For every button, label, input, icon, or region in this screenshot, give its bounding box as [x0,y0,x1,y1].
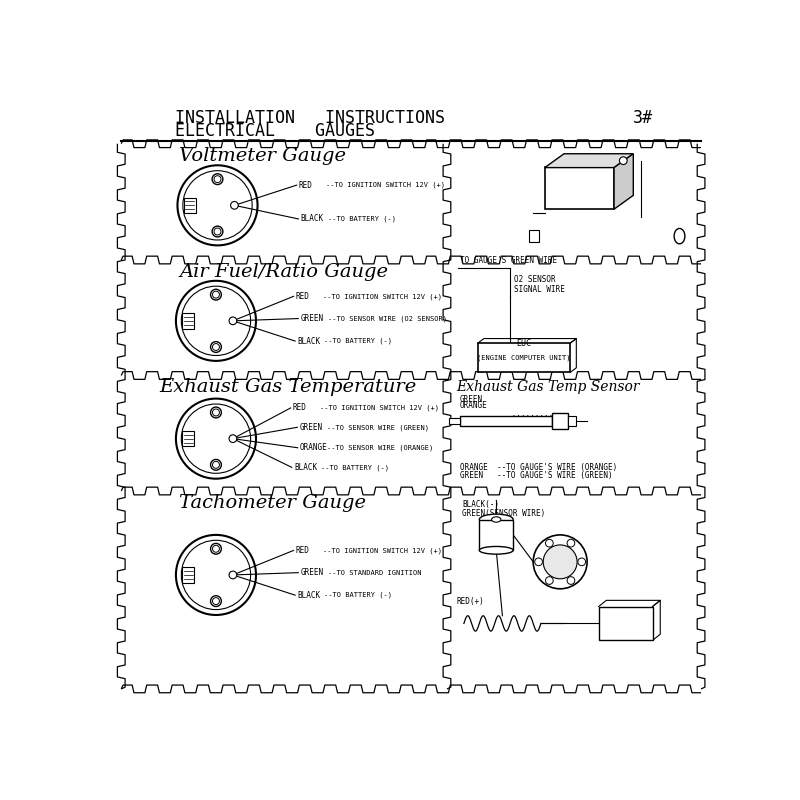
Text: (ENGINE COMPUTER UNIT): (ENGINE COMPUTER UNIT) [478,354,570,361]
Ellipse shape [492,517,501,522]
Circle shape [212,226,223,237]
Text: --TO IGNITION SWITCH 12V (+): --TO IGNITION SWITCH 12V (+) [320,405,439,411]
Text: BLACK: BLACK [298,590,321,600]
Text: BLACK: BLACK [301,214,324,223]
Text: EUC: EUC [517,339,531,349]
Text: ORANGE: ORANGE [460,401,488,410]
Bar [479,519,513,550]
Bar [182,431,194,446]
Bar [545,167,614,209]
Text: --TO BATTERY (-): --TO BATTERY (-) [325,592,393,598]
Bar [460,415,553,426]
Text: --TO BATTERY (-): --TO BATTERY (-) [321,464,389,470]
Text: --TO SENSOR WIRE (ORANGE): --TO SENSOR WIRE (ORANGE) [327,445,434,451]
Bar [478,343,570,373]
Circle shape [546,577,554,584]
Text: GREEN: GREEN [301,314,324,323]
Text: RED: RED [296,292,310,301]
Circle shape [229,317,237,325]
Bar [598,606,653,640]
Text: TO GAUGE'S GREEN WIRE: TO GAUGE'S GREEN WIRE [460,256,557,265]
Text: ORANGE: ORANGE [300,443,328,452]
Circle shape [210,459,222,470]
Text: --TO IGNITION SWITCH 12V (+): --TO IGNITION SWITCH 12V (+) [323,293,442,299]
Text: ELECTRICAL    GAUGES: ELECTRICAL GAUGES [175,122,375,140]
Text: --TO STANDARD IGNITION: --TO STANDARD IGNITION [327,570,421,576]
Circle shape [578,558,586,566]
Circle shape [567,577,574,584]
Ellipse shape [479,546,513,554]
Text: --TO SENSOR WIRE (GREEN): --TO SENSOR WIRE (GREEN) [326,424,429,430]
Circle shape [210,342,222,353]
Text: INSTALLATION   INSTRUCTIONS: INSTALLATION INSTRUCTIONS [175,109,445,126]
Text: --TO IGNITION SWITCH 12V (+): --TO IGNITION SWITCH 12V (+) [323,547,442,554]
Text: RED(+): RED(+) [456,598,484,606]
Text: GREEN: GREEN [301,568,324,577]
Ellipse shape [479,514,513,525]
Circle shape [229,434,237,442]
Bar [182,567,194,582]
Circle shape [567,539,574,547]
Text: --TO IGNITION SWITCH 12V (+): --TO IGNITION SWITCH 12V (+) [326,182,445,188]
Circle shape [210,407,222,418]
Text: BLACK(-): BLACK(-) [462,499,499,509]
Circle shape [546,539,554,547]
Text: Exhaust Gas Temp Sensor: Exhaust Gas Temp Sensor [456,380,640,394]
Bar [449,418,460,424]
Text: --TO SENSOR WIRE (O2 SENSOR): --TO SENSOR WIRE (O2 SENSOR) [327,315,446,322]
Text: GREEN   --TO GAUGE'S WIRE (GREEN): GREEN --TO GAUGE'S WIRE (GREEN) [460,471,613,480]
Text: --TO BATTERY (-): --TO BATTERY (-) [328,216,396,222]
Text: --TO BATTERY (-): --TO BATTERY (-) [325,338,393,344]
Circle shape [210,543,222,554]
Text: Exhaust Gas Temperature: Exhaust Gas Temperature [160,378,417,396]
Text: GREEN: GREEN [300,422,322,432]
Bar [553,414,568,429]
Text: Tachometer Gauge: Tachometer Gauge [179,494,366,511]
Polygon shape [614,154,634,209]
Text: ORANGE  --TO GAUGE'S WIRE (ORANGE): ORANGE --TO GAUGE'S WIRE (ORANGE) [460,462,618,472]
Circle shape [619,157,627,165]
Text: Air Fuel/Ratio Gauge: Air Fuel/Ratio Gauge [179,262,388,281]
Bar [530,230,538,242]
Circle shape [534,558,542,566]
Text: 3#: 3# [634,109,654,126]
Circle shape [534,535,587,589]
Polygon shape [545,154,634,168]
Text: O2 SENSOR
SIGNAL WIRE: O2 SENSOR SIGNAL WIRE [514,275,565,294]
Ellipse shape [674,229,685,244]
Text: RED: RED [299,181,313,190]
Text: RED: RED [293,403,307,413]
Text: BLACK: BLACK [298,337,321,346]
Text: RED: RED [296,546,310,555]
Circle shape [210,596,222,606]
Bar [184,198,196,213]
Circle shape [543,545,577,578]
Circle shape [230,202,238,209]
Bar [568,416,575,426]
Circle shape [212,174,223,185]
Text: GREEN: GREEN [460,395,483,404]
Text: Voltmeter Gauge: Voltmeter Gauge [179,147,346,165]
Bar [182,313,194,329]
Circle shape [210,290,222,300]
Circle shape [229,571,237,578]
Text: BLACK: BLACK [294,463,317,472]
Text: GREEN(SENSOR WIRE): GREEN(SENSOR WIRE) [462,509,546,518]
